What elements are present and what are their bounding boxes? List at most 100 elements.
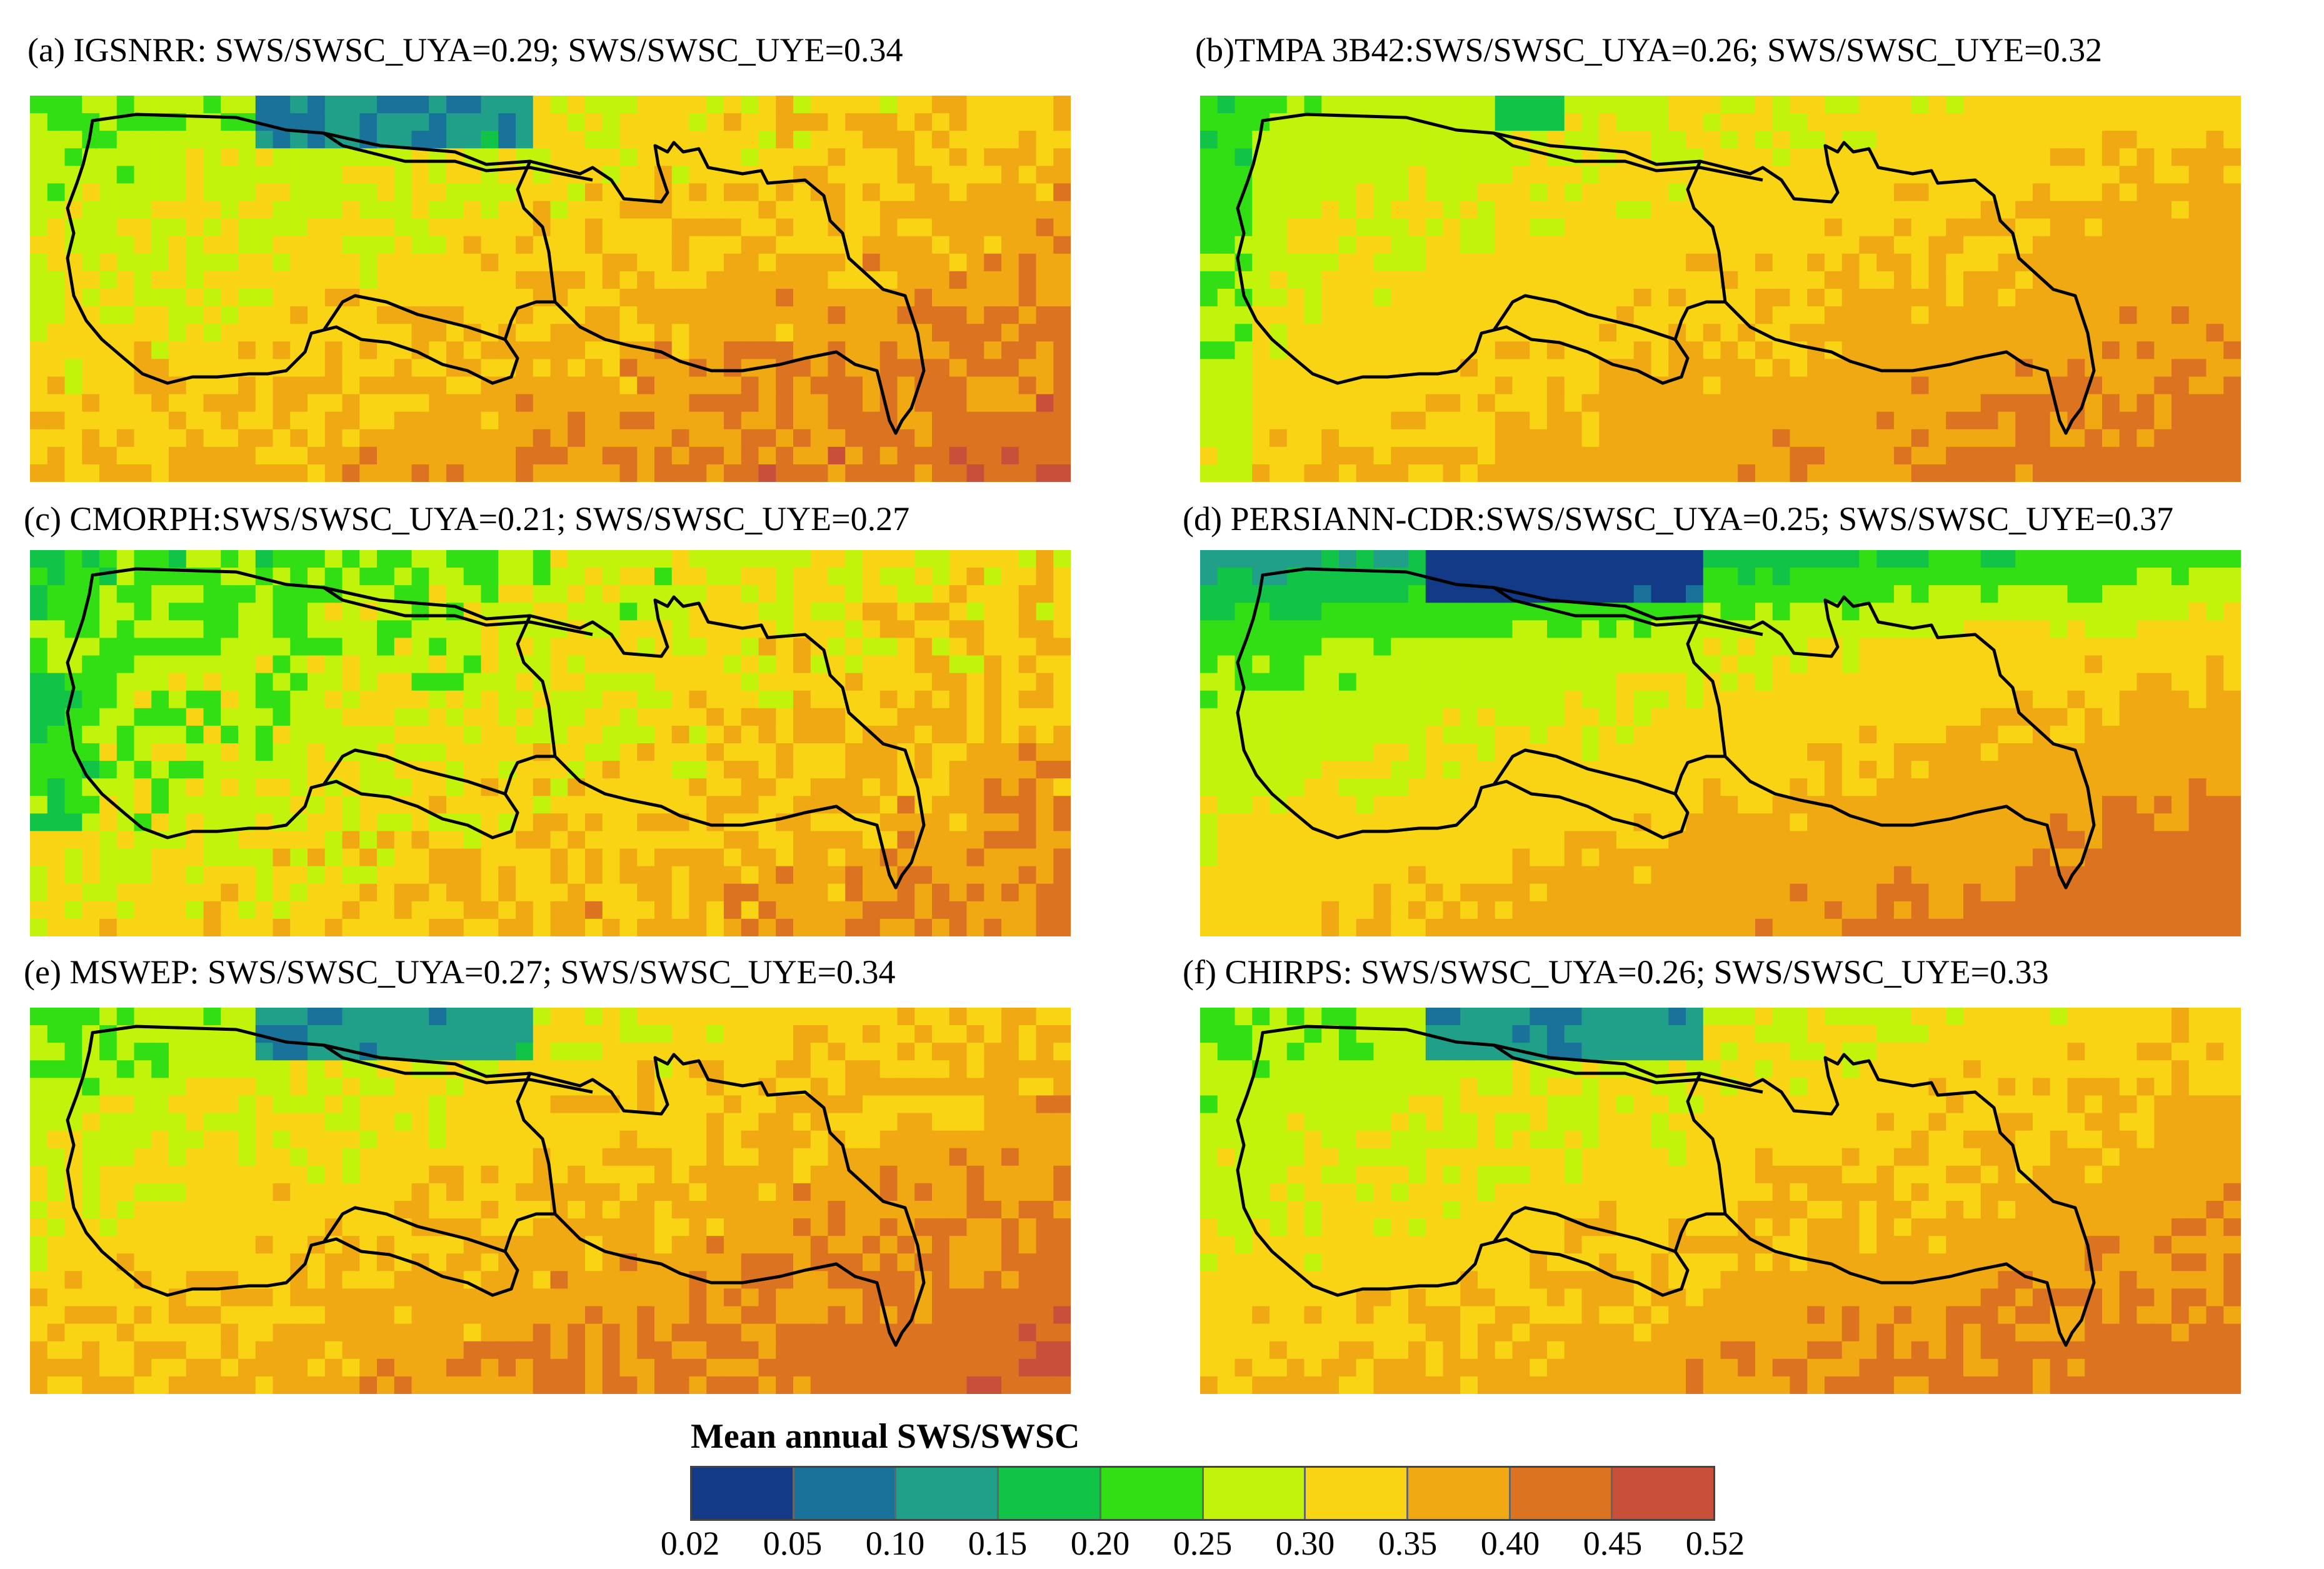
heatmap-cell (1286, 464, 1305, 482)
heatmap-cell (411, 831, 429, 850)
heatmap-cell (481, 236, 499, 254)
heatmap-cell (463, 796, 482, 814)
heatmap-cell (1036, 655, 1054, 674)
heatmap-cell (1859, 690, 1877, 709)
heatmap-cell (1980, 813, 1999, 832)
heatmap-cell (446, 585, 464, 603)
heatmap-cell (151, 394, 169, 413)
heatmap-cell (324, 96, 343, 114)
heatmap-cell (203, 236, 221, 254)
heatmap-cell (2171, 429, 2190, 448)
heatmap-cell (290, 183, 308, 202)
heatmap-cell (897, 324, 915, 342)
heatmap-cell (1876, 708, 1895, 726)
heatmap-cell (966, 271, 984, 289)
heatmap-cell (932, 673, 950, 691)
heatmap-cell (1980, 620, 1999, 639)
heatmap-cell (429, 866, 447, 885)
heatmap-cell (82, 918, 100, 936)
heatmap-cell (1495, 446, 1513, 465)
heatmap-cell (602, 690, 621, 709)
heatmap-cell (654, 778, 673, 796)
heatmap-cell (359, 411, 378, 430)
heatmap-cell (238, 761, 256, 779)
heatmap-cell (1304, 131, 1322, 149)
heatmap-cell (932, 796, 950, 814)
heatmap-cell (984, 550, 1002, 568)
heatmap-cell (1876, 446, 1895, 465)
heatmap-cell (1217, 778, 1236, 796)
heatmap-cell (308, 813, 326, 832)
heatmap-cell (429, 113, 447, 131)
heatmap-cell (2015, 131, 2033, 149)
heatmap-cell (2015, 603, 2033, 621)
heatmap-cell (2102, 813, 2120, 832)
heatmap-cell (273, 271, 291, 289)
heatmap-cell (1894, 725, 1912, 744)
heatmap-cell (169, 289, 187, 307)
heatmap-cell (1651, 271, 1669, 289)
heatmap-cell (359, 918, 378, 936)
heatmap-cell (758, 464, 776, 482)
heatmap-cell (932, 901, 950, 920)
heatmap-cell (1373, 271, 1391, 289)
heatmap-cell (671, 690, 690, 709)
heatmap-cell (255, 848, 274, 867)
heatmap-cell (654, 359, 673, 378)
heatmap-cell (169, 585, 187, 603)
heatmap-cell (2154, 690, 2172, 709)
heatmap-cell (82, 166, 100, 184)
heatmap-cell (828, 883, 846, 902)
heatmap-cell (1408, 620, 1426, 639)
heatmap-cell (2206, 796, 2224, 814)
heatmap-cell (290, 464, 308, 482)
heatmap-cell (1686, 96, 1704, 114)
heatmap-cell (1408, 236, 1426, 254)
heatmap-cell (2206, 620, 2224, 639)
heatmap-cell (897, 901, 915, 920)
heatmap-cell (1460, 585, 1478, 603)
heatmap-cell (2136, 324, 2155, 342)
subbasin-boundary (516, 160, 557, 303)
heatmap-cell (1928, 673, 1946, 691)
heatmap-cell (2223, 341, 2241, 359)
heatmap-cell (1200, 568, 1218, 586)
heatmap-cell (1391, 429, 1409, 448)
heatmap-cell (602, 866, 621, 885)
heatmap-cell (429, 778, 447, 796)
heatmap-cell (758, 131, 776, 149)
heatmap-cell (342, 376, 360, 395)
heatmap-cell (2171, 673, 2190, 691)
heatmap-cell (828, 376, 846, 395)
heatmap-cell (585, 289, 603, 307)
heatmap-cell (169, 218, 187, 237)
heatmap-cell (568, 183, 586, 202)
heatmap-cell (516, 253, 534, 272)
heatmap-cell (724, 341, 742, 359)
heatmap-cell (1980, 113, 1999, 131)
heatmap-cell (2102, 324, 2120, 342)
heatmap-cell (2067, 446, 2085, 465)
heatmap-cell (1720, 429, 1738, 448)
heatmap-cell (1547, 96, 1565, 114)
heatmap-cell (64, 568, 83, 586)
heatmap-cell (2102, 603, 2120, 621)
heatmap-cell (1304, 253, 1322, 272)
heatmap-cell (863, 638, 881, 656)
heatmap-cell (776, 918, 794, 936)
heatmap-cell (82, 464, 100, 482)
heatmap-cell (394, 429, 413, 448)
heatmap-cell (1530, 429, 1548, 448)
heatmap-cell (689, 568, 707, 586)
heatmap-cell (99, 725, 118, 744)
heatmap-cell (724, 761, 742, 779)
heatmap-cell (2206, 131, 2224, 149)
heatmap-cell (966, 655, 984, 674)
heatmap-cell (1616, 236, 1635, 254)
heatmap-cell (116, 411, 135, 430)
heatmap-cell (966, 848, 984, 867)
heatmap-cell (273, 306, 291, 324)
heatmap-cell (429, 96, 447, 114)
heatmap-cell (1790, 271, 1808, 289)
heatmap-cell (793, 778, 811, 796)
